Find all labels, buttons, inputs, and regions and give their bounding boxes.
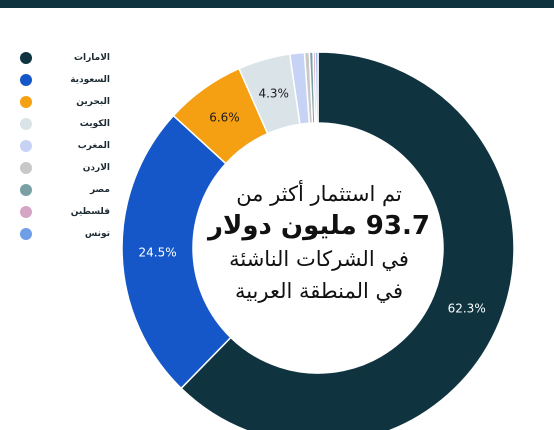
slice-label-4: 4.3% — [258, 87, 289, 101]
chart-legend: الامارات السعودية البحرين الكويت المغرب الارد… — [20, 47, 110, 245]
legend-label: فلسطين — [70, 207, 110, 217]
legend-swatch — [20, 184, 32, 196]
legend-swatch — [20, 74, 32, 86]
legend-label: البحرين — [76, 97, 110, 107]
legend-swatch — [20, 52, 32, 64]
legend-label: مصر — [89, 185, 110, 195]
legend-item: الكويت — [20, 113, 110, 135]
legend-label: الاردن — [82, 163, 110, 173]
legend-swatch — [20, 140, 32, 152]
center-line-3: في الشركات الناشئة — [229, 247, 409, 271]
donut-slices — [121, 51, 515, 430]
top-bar — [0, 0, 554, 8]
legend-label: المغرب — [77, 141, 110, 151]
donut-slice-9 — [314, 51, 319, 124]
legend-item: فلسطين — [20, 201, 110, 223]
center-line-2: 93.7 مليون دولار — [208, 211, 430, 241]
legend-item: المغرب — [20, 135, 110, 157]
center-line-1: تم استثمار أكثر من — [236, 182, 402, 206]
slice-label-2: 24.5% — [139, 246, 177, 260]
legend-label: الكويت — [79, 119, 110, 129]
legend-swatch — [20, 206, 32, 218]
legend-item: الامارات — [20, 47, 110, 69]
legend-label: السعودية — [70, 75, 110, 85]
donut-slice-labels: 62.3% 24.5% 6.6% 4.3% — [139, 87, 486, 316]
legend-swatch — [20, 118, 32, 130]
center-line-4: في المنطقة العربية — [234, 279, 404, 303]
legend-swatch — [20, 228, 32, 240]
legend-label: الامارات — [73, 53, 110, 63]
legend-label: تونس — [84, 229, 110, 239]
legend-item: تونس — [20, 223, 110, 245]
legend-swatch — [20, 96, 32, 108]
legend-item: البحرين — [20, 91, 110, 113]
slice-label-3: 6.6% — [209, 111, 240, 125]
center-caption: تم استثمار أكثر من 93.7 مليون دولار في ا… — [203, 179, 435, 307]
legend-item: السعودية — [20, 69, 110, 91]
donut-hole — [193, 123, 443, 373]
legend-swatch — [20, 162, 32, 174]
slice-label-1: 62.3% — [448, 301, 486, 315]
legend-item: الاردن — [20, 157, 110, 179]
legend-item: مصر — [20, 179, 110, 201]
